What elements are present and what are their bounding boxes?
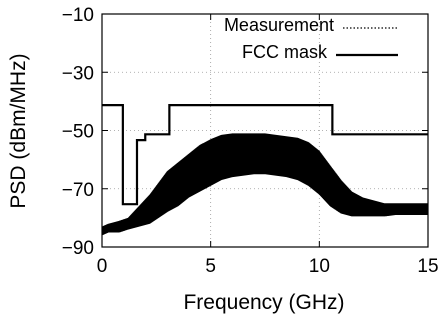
grid-lines [102, 14, 428, 247]
series-fcc-mask [102, 104, 428, 206]
legend-label-fcc-mask: FCC mask [242, 42, 328, 62]
y-tick-label-1: −70 [62, 180, 94, 201]
legend-label-measurement: Measurement [224, 15, 334, 35]
y-tick-label-4: −10 [62, 5, 94, 26]
series-measurement [101, 133, 429, 236]
x-tick-label-3: 15 [417, 256, 438, 277]
y-tick-label-3: −30 [62, 63, 94, 84]
series-layer [101, 104, 429, 236]
axes-layer: 0 5 10 15 −90 −70 −50 −30 −10 [62, 5, 439, 277]
x-axis-label: Frequency (GHz) [183, 291, 344, 314]
y-axis-label: PSD (dBm/MHz) [7, 53, 30, 208]
x-tick-label-2: 10 [309, 256, 330, 277]
x-tick-label-1: 5 [205, 256, 216, 277]
x-tick-label-0: 0 [97, 256, 108, 277]
legend: Measurement FCC mask [224, 15, 398, 62]
y-tick-label-2: −50 [62, 122, 94, 143]
y-tick-label-0: −90 [62, 238, 94, 259]
